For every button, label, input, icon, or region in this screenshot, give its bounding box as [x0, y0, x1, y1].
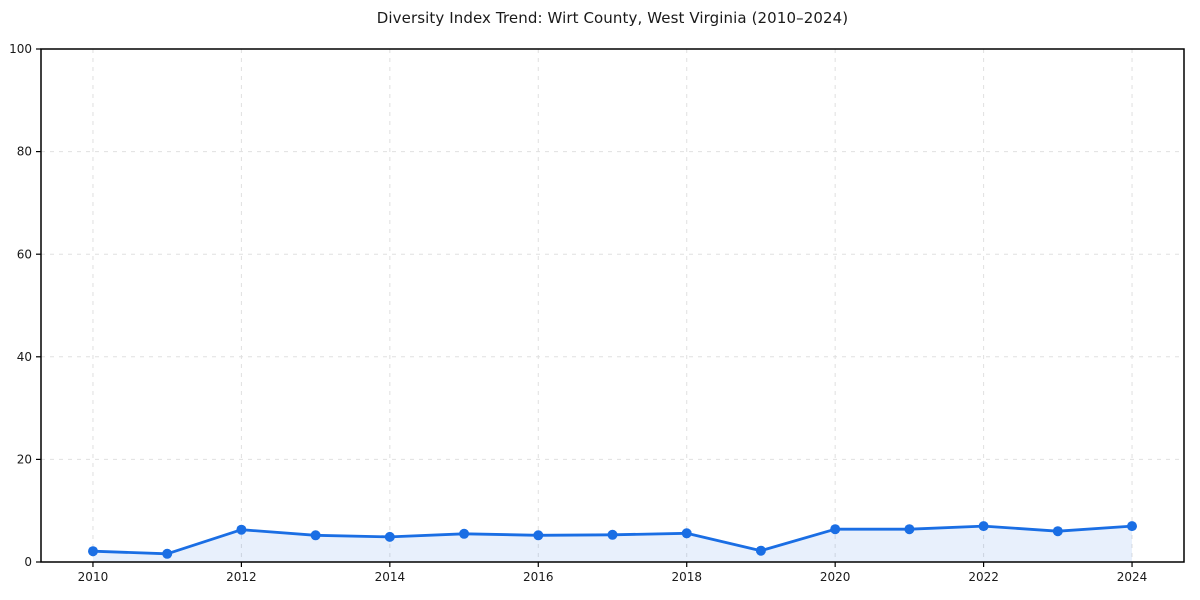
- data-point: [236, 524, 247, 535]
- data-point: [607, 529, 618, 540]
- y-tick-label: 100: [9, 42, 32, 56]
- data-point: [755, 545, 766, 556]
- x-tick-label: 2016: [523, 570, 554, 584]
- data-point: [1127, 521, 1137, 532]
- data-point: [533, 530, 544, 541]
- y-tick-label: 60: [17, 247, 32, 261]
- x-tick-label: 2014: [375, 570, 406, 584]
- data-point: [88, 546, 98, 557]
- data-point: [978, 521, 989, 532]
- x-tick-label: 2010: [78, 570, 109, 584]
- data-point: [1052, 526, 1063, 537]
- area-fill: [93, 526, 1132, 562]
- y-tick-label: 0: [24, 555, 32, 569]
- y-tick-label: 40: [17, 350, 32, 364]
- x-tick-label: 2022: [968, 570, 999, 584]
- plot-border: [40, 48, 1185, 563]
- y-tick-label: 80: [17, 145, 32, 159]
- x-tick-label: 2012: [226, 570, 257, 584]
- data-point: [310, 530, 321, 541]
- data-point: [904, 524, 915, 535]
- data-point: [384, 531, 395, 542]
- data-point: [681, 528, 692, 539]
- x-tick-label: 2024: [1117, 570, 1148, 584]
- chart-title: Diversity Index Trend: Wirt County, West…: [376, 9, 849, 27]
- x-tick-label: 2020: [820, 570, 851, 584]
- x-tick-label: 2018: [671, 570, 702, 584]
- data-point: [162, 548, 173, 559]
- data-point: [459, 528, 470, 539]
- y-tick-label: 20: [17, 452, 32, 466]
- data-point: [830, 524, 841, 535]
